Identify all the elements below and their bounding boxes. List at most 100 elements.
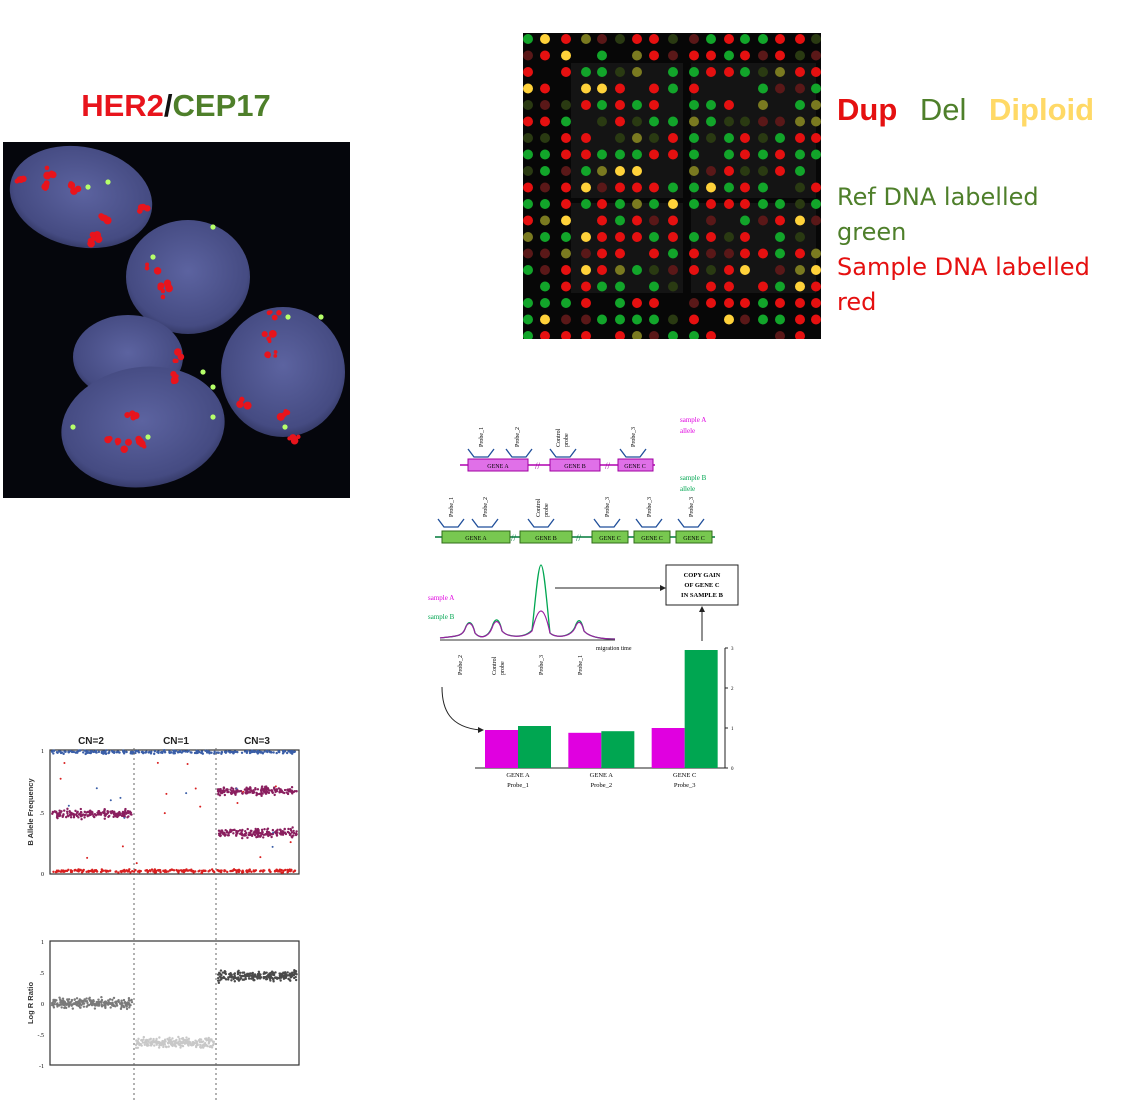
baf-point-het [253,833,257,837]
lrr-point-cn1 [173,1042,177,1045]
lrr-point-cn3 [217,973,220,976]
peak-label-control-2: probe [500,661,506,675]
baf-point-bottom [280,871,283,874]
lrr-point-cn1 [138,1043,141,1046]
array-spot [523,331,533,341]
baf-point-bottom [235,871,238,874]
baf-point-top [134,749,137,753]
lrr-point-cn3 [284,972,288,976]
baf-point-het [217,792,220,795]
cep17-signal [318,314,324,320]
array-spot [597,100,607,110]
baf-point-bottom [65,869,69,873]
her2-signal [155,267,161,273]
baf-point-het [234,793,237,796]
array-spot [649,149,659,160]
array-spot [615,34,625,44]
array-spot [706,232,716,242]
array-spot [724,248,734,259]
her2-signal [165,284,173,293]
fish-signals [14,165,324,454]
array-spot [649,215,659,226]
baf-point-het [106,811,110,814]
lrr-ylabel: Log R Ratio [26,982,35,1024]
lrr-point-cn1 [212,1042,215,1046]
array-spot [795,314,805,325]
array-spot [581,314,591,325]
array-spot [811,199,821,209]
baf-point-top [260,751,264,754]
lrr-point-cn2 [119,1002,122,1005]
baf-point-top [168,751,172,755]
baf-point-het [241,833,244,837]
her2-signal [174,348,182,356]
array-spot [597,215,607,226]
baf-point-het [259,793,263,796]
her2-signal [157,282,165,290]
array-spot [706,199,716,209]
baf-point-het [246,827,249,831]
lrr-point-cn2 [62,1003,65,1007]
baf-point-het [263,827,266,831]
array-spot [668,199,678,209]
lrr-point-cn3 [239,971,242,975]
lrr-point-cn2 [111,998,114,1001]
baf-point-het [51,811,55,814]
result-line-1: COPY GAIN [684,572,721,579]
baf-point-het [124,810,127,813]
array-spot [597,67,607,77]
her2-signal [120,445,128,454]
lrr-point-cn1 [207,1038,210,1042]
lrr-point-cn2 [75,1001,79,1004]
array-spot [581,331,591,341]
baf-point-outlier [109,799,112,802]
baf-point-top [52,749,55,752]
sample-a-break-1: // [535,461,541,471]
baf-point-top [292,750,295,754]
array-spot [668,215,678,226]
sample-a-break-2: // [605,461,611,471]
array-spot [597,281,607,292]
lrr-point-cn1 [157,1046,161,1049]
lrr-point-cn2 [52,1004,55,1007]
baf-point-bottom [231,869,235,872]
lrr-point-cn3 [245,974,248,978]
array-spot [758,133,768,143]
baf-point-bottom [172,869,176,872]
baf-point-het [270,832,273,836]
lrr-point-cn2 [97,1000,100,1004]
fish-image [9,145,345,488]
baf-point-top [220,751,223,754]
array-spot [811,314,821,325]
array-spot [795,265,805,275]
her2-signal [68,181,74,186]
baf-point-bottom [54,870,58,874]
lrr-point-cn3 [259,976,263,979]
array-spot [758,215,768,226]
lrr-point-cn2 [57,1004,61,1007]
lrr-point-cn1 [174,1045,178,1048]
baf-point-top [148,750,151,754]
array-spot [775,265,785,275]
baf-tick-0: 0 [41,872,44,878]
array-spot [706,298,716,308]
lrr-point-cn3 [266,974,270,977]
lrr-point-cn2 [72,1002,75,1006]
array-spot [649,281,659,292]
array-spot [775,133,785,143]
baf-point-het [250,829,253,833]
array-spot [561,215,571,226]
bar-sample-b [601,731,635,768]
array-spot [523,166,533,176]
baf-point-top [231,750,234,754]
lrr-point-cn3 [251,975,254,979]
baf-point-top [173,752,177,755]
baf-point-top [108,750,111,753]
lrr-point-cn3 [223,970,227,973]
baf-point-het [244,830,247,833]
array-spot [689,116,699,127]
array-spot [724,67,734,77]
peak-label-probe-2: Probe_2 [458,655,464,675]
lrr-point-cn2 [100,995,103,999]
lrr-point-cn3 [267,976,270,979]
